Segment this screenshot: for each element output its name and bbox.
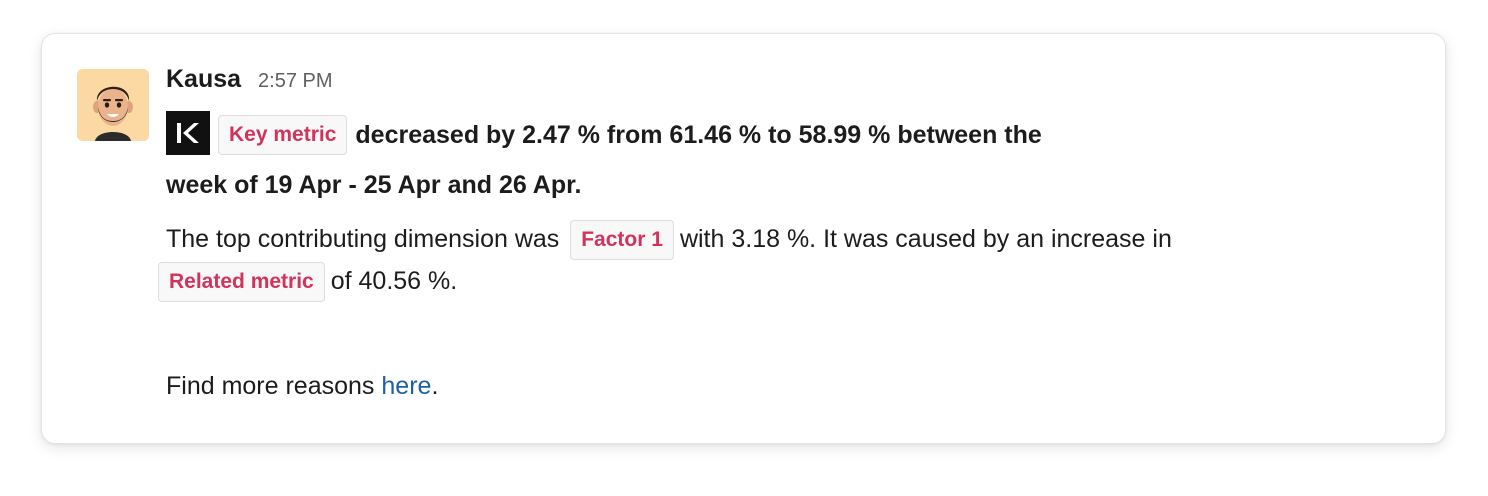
memoji-avatar-icon [77, 69, 149, 141]
explanation-paragraph: The top contributing dimension was Facto… [158, 218, 1256, 302]
paragraph-text-3: of 40.56 %. [330, 267, 458, 295]
key-metric-chip[interactable]: Key metric [218, 115, 348, 155]
message-card: Kausa 2:57 PM Key metric decreased by 2.4… [41, 33, 1446, 444]
here-link[interactable]: here [381, 372, 432, 400]
footer-text: Find more reasons [166, 372, 375, 400]
related-metric-chip[interactable]: Related metric [158, 262, 325, 302]
sender-name[interactable]: Kausa [166, 65, 242, 93]
footer-period: . [431, 372, 439, 400]
headline-text-line2: week of 19 Apr - 25 Apr and 26 Apr. [166, 171, 582, 199]
kausa-logo-icon [166, 111, 210, 155]
paragraph-text-2: with 3.18 %. It was caused by an increas… [679, 225, 1172, 253]
paragraph-text-1: The top contributing dimension was [166, 225, 560, 253]
timestamp[interactable]: 2:57 PM [258, 70, 333, 92]
headline: Key metric decreased by 2.47 % from 61.46… [166, 110, 1256, 210]
footer-line: Find more reasons here. [166, 372, 438, 401]
headline-text: decreased by 2.47 % from 61.46 % to 58.9… [355, 121, 1042, 149]
avatar[interactable] [77, 69, 149, 141]
message-body: Key metric decreased by 2.47 % from 61.46… [158, 110, 1256, 302]
factor-chip[interactable]: Factor 1 [570, 220, 674, 260]
message-header: Kausa 2:57 PM [166, 65, 333, 94]
